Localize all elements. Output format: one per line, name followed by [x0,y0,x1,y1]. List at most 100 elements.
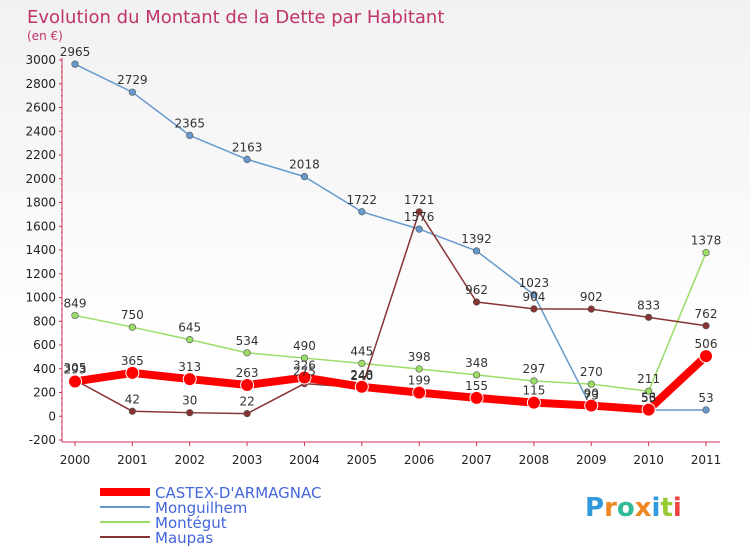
data-label-2-7: 348 [465,356,488,370]
data-point-2-2 [186,336,194,344]
data-label-1-10: 53 [641,391,656,405]
y-tick-label: 400 [33,362,56,376]
legend-label-3: Maupas [155,529,213,547]
data-point-0-2 [182,372,197,387]
y-tick-label: 200 [33,386,56,400]
data-label-3-10: 833 [637,298,660,312]
data-point-3-8 [530,305,538,313]
y-tick-label: 2000 [25,172,56,186]
data-label-1-7: 1392 [461,232,492,246]
data-point-1-2 [186,131,194,140]
data-point-3-6 [415,208,423,216]
data-point-2-10 [645,387,653,395]
data-point-2-5 [358,359,366,368]
data-point-2-8 [530,377,538,385]
x-tick-label: 2009 [576,453,607,467]
data-label-1-3: 2163 [232,140,263,154]
data-label-0-1: 365 [121,354,144,368]
data-label-2-10: 211 [637,372,660,386]
x-tick-label: 2005 [347,453,378,467]
y-tick-label: 1000 [25,291,56,305]
chart-subtitle: (en €) [27,29,63,43]
data-label-3-6: 1721 [404,193,435,207]
data-point-3-10 [645,313,653,321]
data-point-0-7 [469,390,484,405]
data-point-1-8 [530,291,538,299]
data-point-3-11 [702,322,710,330]
y-tick-label: 0 [48,409,56,423]
data-label-1-0: 2965 [60,45,91,59]
data-point-2-0 [71,311,79,320]
data-label-2-11: 1378 [691,234,722,248]
chart-axes: -200 0 200 400 600 800 1000 1200 1400 1600 1800 200… [25,53,721,467]
series-line-1 [74,63,707,411]
data-point-3-3 [243,410,251,418]
data-label-2-0: 849 [64,296,87,310]
x-tick-label: 2001 [117,453,148,467]
data-point-3-7 [472,298,481,306]
data-point-3-1 [128,407,136,415]
y-tick-label: 1400 [25,243,56,257]
data-label-3-3: 22 [239,395,254,409]
y-tick-label: 2600 [25,101,56,115]
data-point-1-4 [300,173,309,181]
data-label-1-6: 1576 [404,210,435,224]
proxiti-logo: Proxiti [585,493,682,523]
x-tick-label: 2011 [691,453,722,467]
data-label-0-5: 248 [350,368,373,382]
data-label-0-10: 56 [641,391,656,405]
data-label-2-6: 398 [408,350,431,364]
y-tick-label: 800 [33,314,56,328]
x-tick-label: 2006 [404,453,435,467]
data-label-2-4: 490 [293,339,316,353]
x-tick-label: 2007 [461,453,492,467]
data-point-3-9 [587,305,595,313]
data-label-1-9: 73 [584,389,599,403]
legend-swatch-1 [100,506,150,508]
data-point-1-7 [472,247,481,255]
data-point-0-0 [68,374,82,389]
data-label-0-7: 155 [465,379,488,393]
data-label-3-2: 30 [182,394,197,408]
series-line-2 [74,251,707,392]
legend-swatch-3 [100,536,150,538]
series-line-0 [71,352,710,414]
data-label-2-9: 270 [580,365,603,379]
x-tick-label: 2002 [174,453,205,467]
data-label-2-2: 645 [178,321,201,335]
data-label-0-8: 115 [522,384,545,398]
data-label-0-11: 506 [695,337,718,351]
chart-title: Evolution du Montant de la Dette par Hab… [27,7,444,28]
data-label-2-8: 297 [522,362,545,376]
chart-legend: CASTEX-D'ARMAGNACMonguilhemMontégutMaupa… [100,484,321,547]
x-tick-label: 2008 [519,453,550,467]
data-label-1-5: 1722 [347,193,378,207]
data-label-0-9: 90 [584,387,599,401]
data-label-1-4: 2018 [289,158,320,172]
data-label-0-2: 313 [178,360,201,374]
data-point-2-3 [243,349,251,357]
data-label-2-3: 534 [236,334,259,348]
y-tick-label: 1800 [25,196,56,210]
data-point-2-9 [587,380,595,388]
data-point-0-8 [526,395,541,410]
data-point-2-7 [472,371,481,379]
data-point-3-2 [186,409,194,417]
data-label-2-5: 445 [350,344,373,358]
data-label-1-1: 2729 [117,73,148,87]
data-point-2-11 [702,249,710,257]
data-label-0-4: 326 [293,359,316,373]
x-tick-label: 2003 [232,453,263,467]
data-label-1-11: 53 [698,391,713,405]
data-label-1-2: 2365 [174,116,205,130]
x-tick-label: 2004 [289,453,320,467]
series-line-3 [74,211,707,415]
data-point-1-3 [243,155,251,163]
data-label-3-9: 902 [580,290,603,304]
data-point-2-6 [415,365,423,373]
y-tick-label: 1600 [25,219,56,233]
y-tick-label: 2800 [25,77,56,91]
data-point-0-10 [641,402,656,417]
